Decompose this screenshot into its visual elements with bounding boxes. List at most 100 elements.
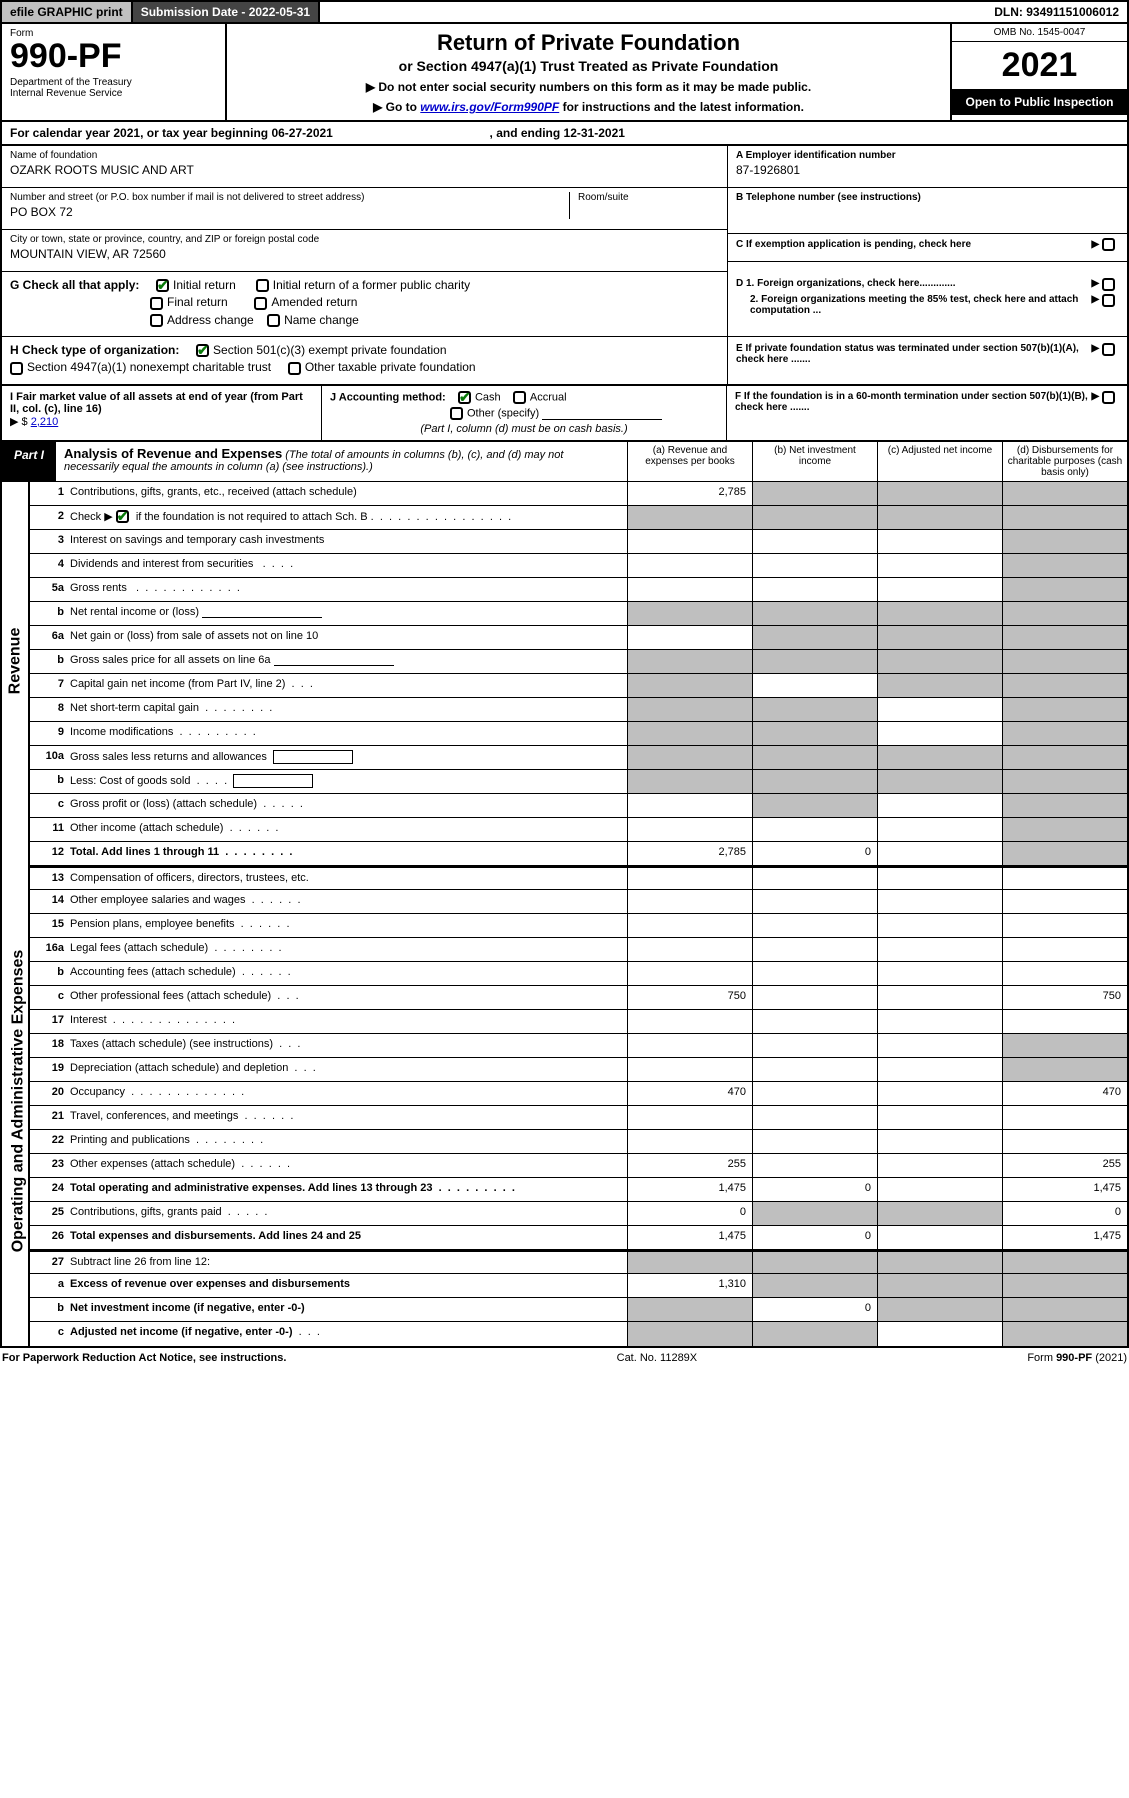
fmv-value-link[interactable]: 2,210 xyxy=(31,416,59,428)
d1-checkbox[interactable] xyxy=(1102,278,1115,291)
omb-number: OMB No. 1545-0047 xyxy=(952,24,1127,42)
table-row: 17Interest . . . . . . . . . . . . . . xyxy=(30,1010,1127,1034)
table-row: bNet investment income (if negative, ent… xyxy=(30,1298,1127,1322)
g-final-return-checkbox[interactable] xyxy=(150,297,163,310)
table-row: 4Dividends and interest from securities … xyxy=(30,554,1127,578)
col-b-header: (b) Net investment income xyxy=(752,442,877,481)
table-row: bAccounting fees (attach schedule) . . .… xyxy=(30,962,1127,986)
table-row: 2Check ▶ if the foundation is not requir… xyxy=(30,506,1127,530)
c-checkbox[interactable] xyxy=(1102,238,1115,251)
table-row: 8Net short-term capital gain . . . . . .… xyxy=(30,698,1127,722)
table-row: 14Other employee salaries and wages . . … xyxy=(30,890,1127,914)
f-checkbox[interactable] xyxy=(1102,391,1115,404)
table-row: 24Total operating and administrative exp… xyxy=(30,1178,1127,1202)
table-row: 11Other income (attach schedule) . . . .… xyxy=(30,818,1127,842)
header-note2: ▶ Go to www.irs.gov/Form990PF for instru… xyxy=(239,100,938,114)
ein-cell: A Employer identification number 87-1926… xyxy=(728,146,1127,188)
topbar: efile GRAPHIC print Submission Date - 20… xyxy=(0,0,1129,24)
submission-date: Submission Date - 2022-05-31 xyxy=(133,2,320,22)
city-state-zip: MOUNTAIN VIEW, AR 72560 xyxy=(10,247,719,261)
open-to-public: Open to Public Inspection xyxy=(952,89,1127,115)
e-checkbox[interactable] xyxy=(1102,343,1115,356)
footer-catalog: Cat. No. 11289X xyxy=(617,1352,698,1364)
form-title: Return of Private Foundation xyxy=(239,30,938,56)
check-section-he: H Check type of organization: Section 50… xyxy=(0,337,1129,385)
header-left: Form 990-PF Department of the Treasury I… xyxy=(2,24,227,120)
city-cell: City or town, state or province, country… xyxy=(2,230,727,272)
table-row: cOther professional fees (attach schedul… xyxy=(30,986,1127,1010)
table-row: bNet rental income or (loss) xyxy=(30,602,1127,626)
accounting-cell: J Accounting method: Cash Accrual Other … xyxy=(322,386,727,440)
table-row: 3Interest on savings and temporary cash … xyxy=(30,530,1127,554)
table-row: 18Taxes (attach schedule) (see instructi… xyxy=(30,1034,1127,1058)
table-row: 23Other expenses (attach schedule) . . .… xyxy=(30,1154,1127,1178)
table-row: cAdjusted net income (if negative, enter… xyxy=(30,1322,1127,1346)
footer-left: For Paperwork Reduction Act Notice, see … xyxy=(2,1352,286,1364)
h-other-taxable-checkbox[interactable] xyxy=(288,362,301,375)
table-row: 10aGross sales less returns and allowanc… xyxy=(30,746,1127,770)
expenses-label: Operating and Administrative Expenses xyxy=(9,949,27,1252)
col-a-header: (a) Revenue and expenses per books xyxy=(627,442,752,481)
table-row: bLess: Cost of goods sold . . . . xyxy=(30,770,1127,794)
foundation-name-cell: Name of foundation OZARK ROOTS MUSIC AND… xyxy=(2,146,727,188)
form-number: 990-PF xyxy=(10,39,217,73)
part1-tag: Part I xyxy=(2,442,56,481)
table-row: 16aLegal fees (attach schedule) . . . . … xyxy=(30,938,1127,962)
c-exemption-cell: C If exemption application is pending, c… xyxy=(728,234,1127,262)
j-accrual-checkbox[interactable] xyxy=(513,391,526,404)
footer-formref: Form 990-PF (2021) xyxy=(1027,1352,1127,1364)
g-label: G Check all that apply: xyxy=(10,278,139,292)
sidetab-column: Revenue Operating and Administrative Exp… xyxy=(2,482,30,1346)
g-initial-return-checkbox[interactable] xyxy=(156,279,169,292)
table-row: 12Total. Add lines 1 through 11 . . . . … xyxy=(30,842,1127,866)
table-row: 20Occupancy . . . . . . . . . . . . .470… xyxy=(30,1082,1127,1106)
table-row: 15Pension plans, employee benefits . . .… xyxy=(30,914,1127,938)
room-suite-label: Room/suite xyxy=(578,192,719,203)
table-row: 6aNet gain or (loss) from sale of assets… xyxy=(30,626,1127,650)
part1-col-headers: (a) Revenue and expenses per books (b) N… xyxy=(627,442,1127,481)
table-row: 13Compensation of officers, directors, t… xyxy=(30,866,1127,890)
g-initial-former-checkbox[interactable] xyxy=(256,279,269,292)
address-cell: Number and street (or P.O. box number if… xyxy=(2,188,727,230)
form-subtitle: or Section 4947(a)(1) Trust Treated as P… xyxy=(239,58,938,74)
part1-desc: Analysis of Revenue and Expenses (The to… xyxy=(56,442,627,481)
j-other-checkbox[interactable] xyxy=(450,407,463,420)
header-right: OMB No. 1545-0047 2021 Open to Public In… xyxy=(952,24,1127,120)
dept: Department of the Treasury xyxy=(10,77,217,88)
foundation-name: OZARK ROOTS MUSIC AND ART xyxy=(10,163,719,177)
h-501c3-checkbox[interactable] xyxy=(196,344,209,357)
d2-checkbox[interactable] xyxy=(1102,294,1115,307)
fmv-cell: I Fair market value of all assets at end… xyxy=(2,386,322,440)
col-d-header: (d) Disbursements for charitable purpose… xyxy=(1002,442,1127,481)
page-footer: For Paperwork Reduction Act Notice, see … xyxy=(0,1348,1129,1368)
efile-print-button[interactable]: efile GRAPHIC print xyxy=(2,2,133,22)
table-row: cGross profit or (loss) (attach schedule… xyxy=(30,794,1127,818)
topbar-spacer xyxy=(320,2,986,22)
table-row: 21Travel, conferences, and meetings . . … xyxy=(30,1106,1127,1130)
dln: DLN: 93491151006012 xyxy=(986,2,1127,22)
identity-grid: Name of foundation OZARK ROOTS MUSIC AND… xyxy=(0,146,1129,272)
part1-header: Part I Analysis of Revenue and Expenses … xyxy=(0,442,1129,482)
g-address-change-checkbox[interactable] xyxy=(150,314,163,327)
table-row: 1Contributions, gifts, grants, etc., rec… xyxy=(30,482,1127,506)
h-4947-checkbox[interactable] xyxy=(10,362,23,375)
irs-link[interactable]: www.irs.gov/Form990PF xyxy=(420,100,559,114)
table-row: 25Contributions, gifts, grants paid . . … xyxy=(30,1202,1127,1226)
h-label: H Check type of organization: xyxy=(10,343,179,357)
g-name-change-checkbox[interactable] xyxy=(267,314,280,327)
j-cash-checkbox[interactable] xyxy=(458,391,471,404)
telephone-cell: B Telephone number (see instructions) xyxy=(728,188,1127,234)
part1-table: Revenue Operating and Administrative Exp… xyxy=(0,482,1129,1348)
table-row: 19Depreciation (attach schedule) and dep… xyxy=(30,1058,1127,1082)
table-row: aExcess of revenue over expenses and dis… xyxy=(30,1274,1127,1298)
table-row: 22Printing and publications . . . . . . … xyxy=(30,1130,1127,1154)
table-row: 26Total expenses and disbursements. Add … xyxy=(30,1226,1127,1250)
check-section-gd: G Check all that apply: Initial return I… xyxy=(0,272,1129,337)
col-c-header: (c) Adjusted net income xyxy=(877,442,1002,481)
ein: 87-1926801 xyxy=(736,163,1119,177)
g-amended-return-checkbox[interactable] xyxy=(254,297,267,310)
header-center: Return of Private Foundation or Section … xyxy=(227,24,952,120)
sch-b-checkbox[interactable] xyxy=(116,510,129,523)
table-row: bGross sales price for all assets on lin… xyxy=(30,650,1127,674)
table-row: 9Income modifications . . . . . . . . . xyxy=(30,722,1127,746)
